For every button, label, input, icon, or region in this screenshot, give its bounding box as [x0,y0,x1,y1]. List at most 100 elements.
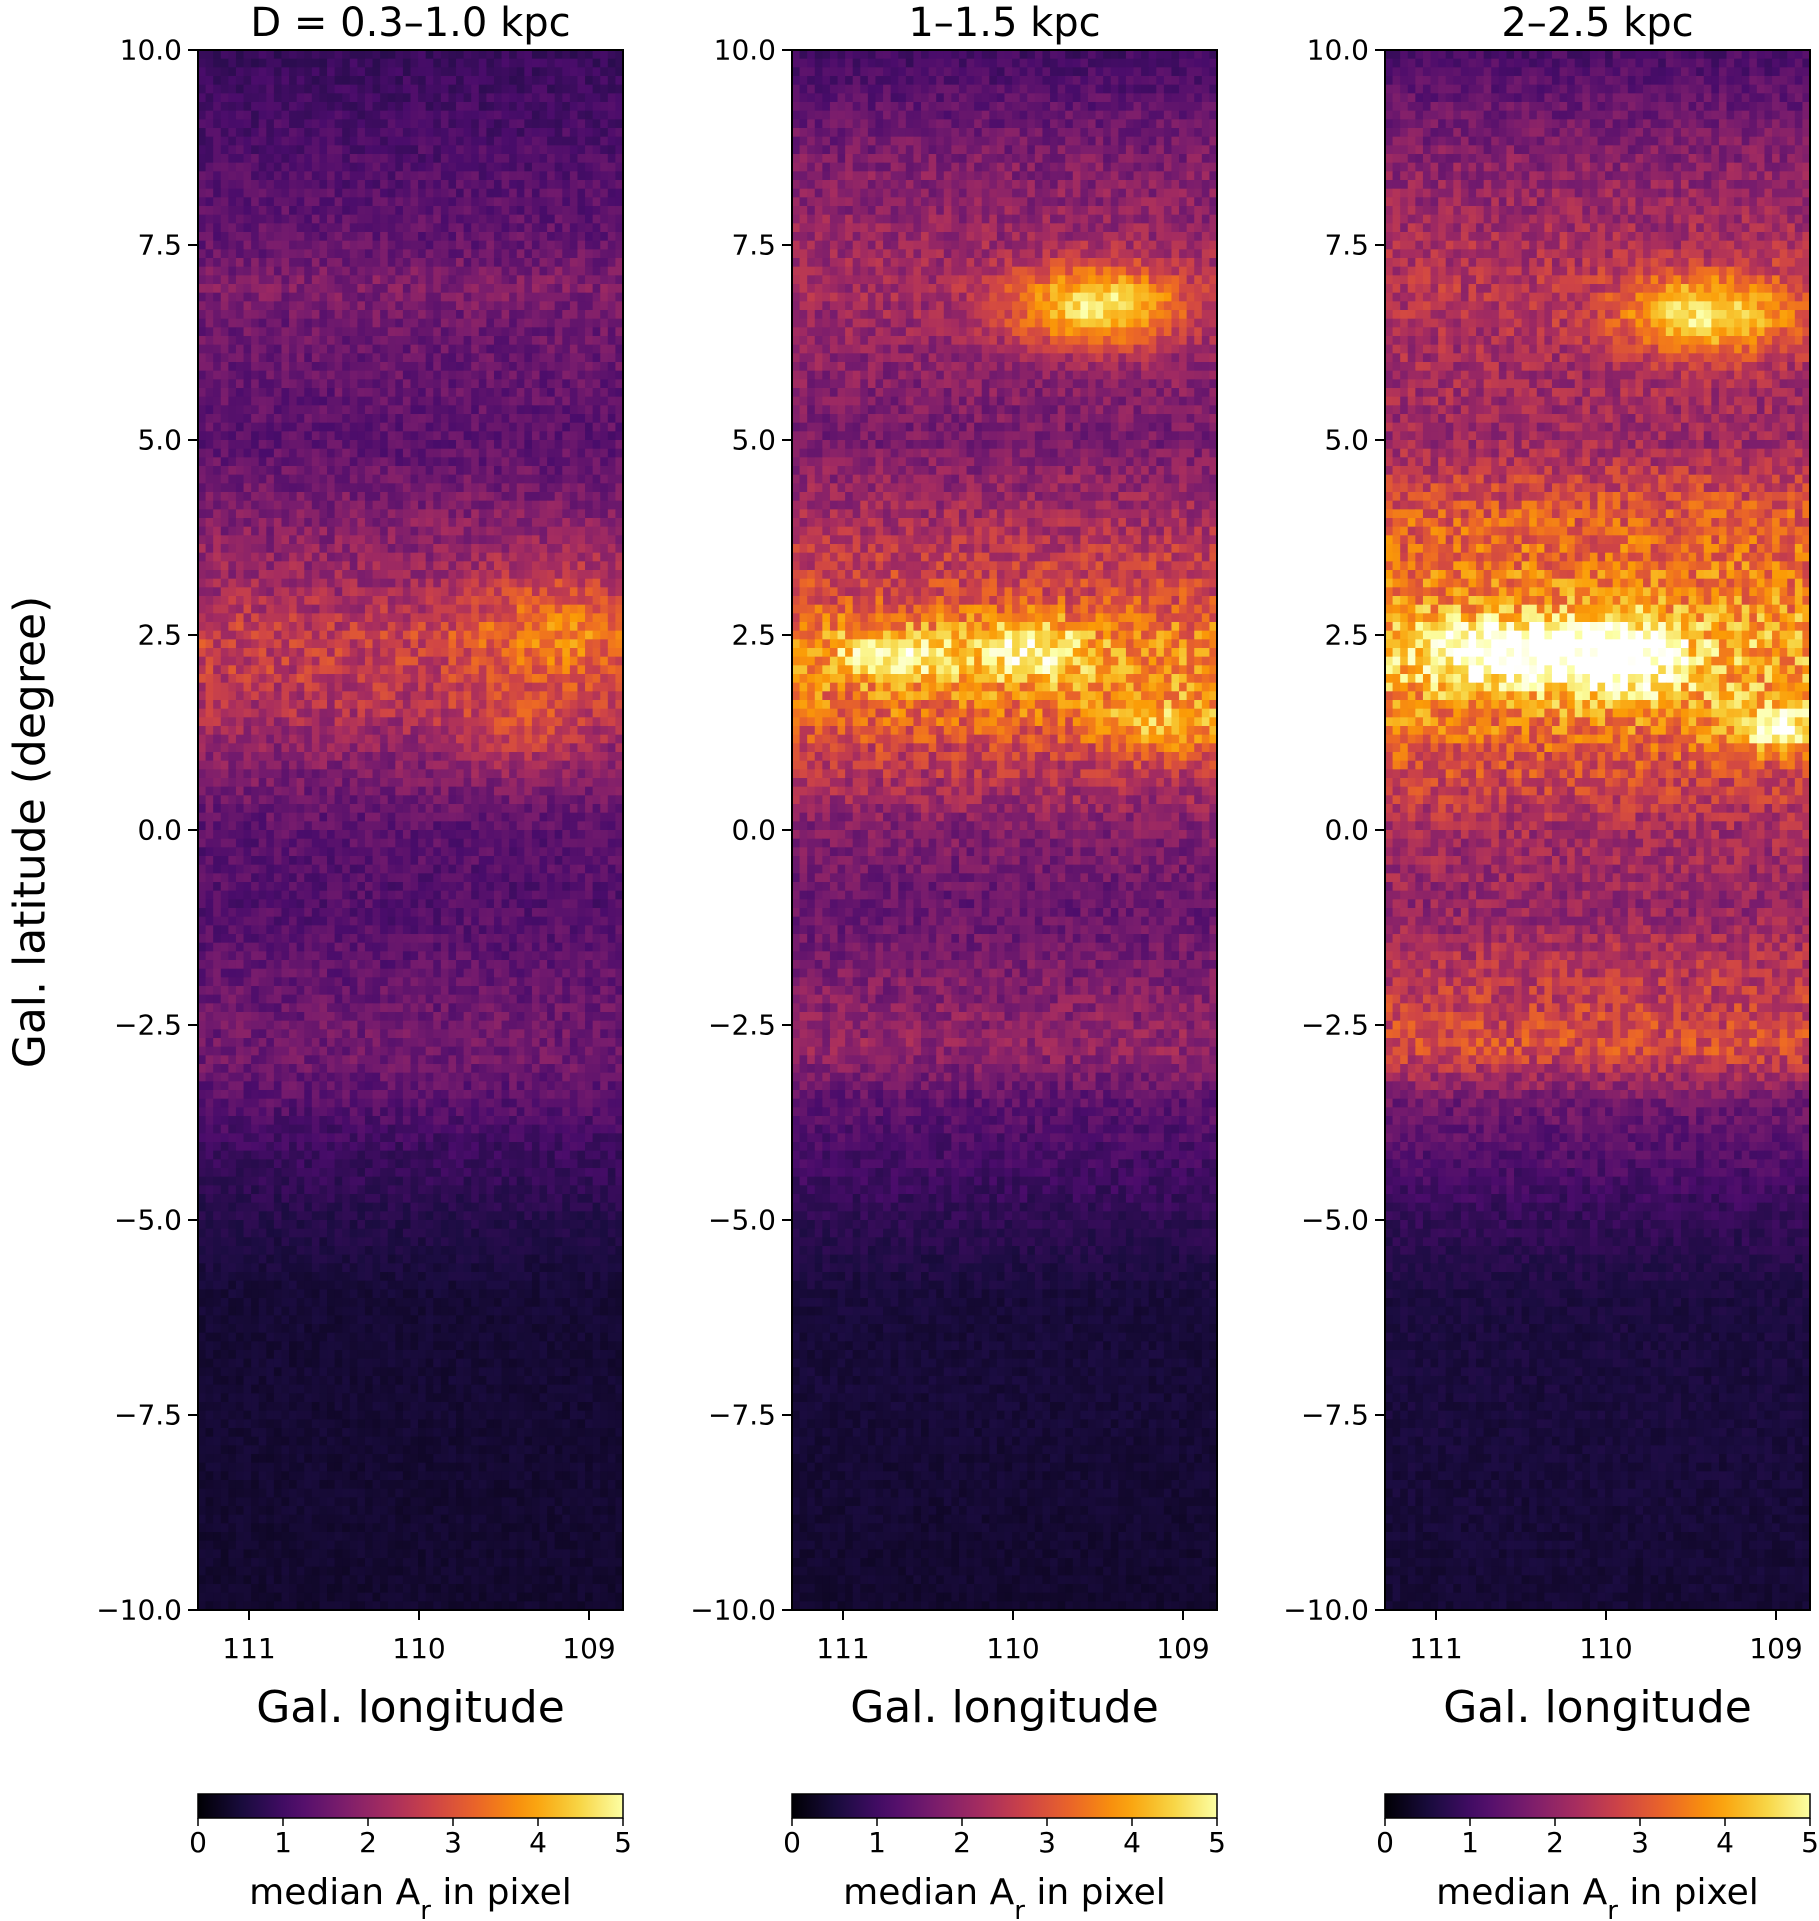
heatmap-cell [205,448,214,458]
heatmap-cell [448,665,457,675]
heatmap-cell [577,561,586,571]
heatmap-cell [251,275,260,285]
heatmap-cell [524,570,533,580]
heatmap-cell [395,457,404,467]
heatmap-cell [456,700,465,710]
heatmap-cell [448,795,457,805]
heatmap-cell [220,310,229,320]
heatmap-cell [425,84,434,94]
heatmap-cell [213,344,222,354]
heatmap-cell [220,613,229,623]
heatmap-cell [607,526,617,536]
heatmap-cell [615,197,624,207]
heatmap-cell [600,717,609,727]
heatmap-cell [311,388,321,398]
heatmap-cell [577,344,586,354]
heatmap-cell [251,734,260,744]
heatmap-cell [562,136,571,146]
heatmap-cell [615,457,624,467]
heatmap-cell [478,639,487,649]
heatmap-cell [440,214,450,224]
heatmap-cell [364,197,374,207]
heatmap-cell [296,370,305,380]
heatmap-cell [433,682,442,692]
heatmap-cell [213,509,222,519]
heatmap-cell [304,700,313,710]
heatmap-cell [402,587,412,597]
heatmap-cell [304,284,313,294]
heatmap-cell [562,708,571,718]
heatmap-cell [410,734,419,744]
heatmap-cell [319,102,328,112]
heatmap-cell [380,162,389,172]
heatmap-cell [539,431,548,441]
heatmap-cell [425,232,434,242]
heatmap-cell [319,336,328,346]
heatmap-cell [296,336,305,346]
heatmap-cell [516,266,525,276]
heatmap-cell [334,691,343,701]
heatmap-cell [592,726,601,736]
heatmap-cell [235,422,245,432]
heatmap-cell [304,266,313,276]
heatmap-cell [372,171,381,181]
heatmap-cell [311,674,321,684]
heatmap-cell [562,180,571,190]
heatmap-cell [251,206,260,216]
heatmap-cell [349,708,358,718]
heatmap-cell [471,778,480,788]
heatmap-cell [372,734,381,744]
heatmap-cell [258,240,267,250]
heatmap-cell [387,327,396,337]
heatmap-cell [448,145,457,155]
heatmap-cell [357,223,366,233]
heatmap-cell [569,388,579,398]
heatmap-cell [334,778,343,788]
heatmap-cell [228,786,237,796]
heatmap-cell [273,604,283,614]
heatmap-cell [433,353,442,363]
heatmap-cell [205,232,214,242]
heatmap-cell [228,102,237,112]
heatmap-cell [243,604,252,614]
heatmap-cell [334,769,343,779]
heatmap-cell [273,440,283,450]
heatmap-cell [547,613,556,623]
heatmap-cell [395,674,404,684]
heatmap-cell [273,509,283,519]
heatmap-cell [258,474,267,484]
heatmap-cell [463,466,472,476]
heatmap-cell [205,769,214,779]
heatmap-cell [607,119,617,129]
heatmap-cell [539,422,548,432]
heatmap-cell [387,362,396,372]
heatmap-cell [304,483,313,493]
heatmap-cell [592,812,601,822]
heatmap-cell [235,578,245,588]
heatmap-cell [592,786,601,796]
heatmap-cell [615,786,624,796]
heatmap-cell [456,492,465,502]
heatmap-cell [198,552,207,562]
heatmap-cell [387,180,396,190]
heatmap-cell [258,708,267,718]
heatmap-cell [456,223,465,233]
heatmap-cell [364,258,374,268]
heatmap-cell [471,656,480,666]
heatmap-cell [251,353,260,363]
heatmap-cell [281,370,290,380]
heatmap-cell [516,284,525,294]
heatmap-cell [569,440,579,450]
heatmap-cell [243,630,252,640]
heatmap-cell [486,674,495,684]
heatmap-cell [524,388,533,398]
heatmap-cell [266,804,275,814]
heatmap-cell [440,396,450,406]
heatmap-cell [501,786,510,796]
heatmap-cell [516,214,525,224]
heatmap-cell [463,318,472,328]
heatmap-cell [577,223,586,233]
heatmap-cell [554,266,563,276]
heatmap-cell [433,422,442,432]
heatmap-cell [547,492,556,502]
